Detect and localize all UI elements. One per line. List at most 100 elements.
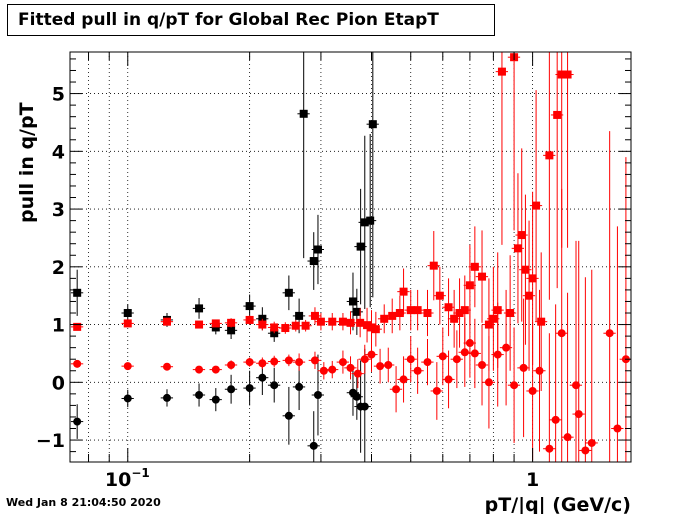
data-point-square (73, 288, 82, 297)
data-point-square (545, 151, 554, 160)
data-point-circle (319, 366, 328, 375)
data-point-square (455, 309, 464, 318)
data-point-circle (346, 363, 355, 372)
data-point-square (368, 120, 377, 129)
data-point-square (528, 274, 537, 283)
data-point-circle (270, 357, 279, 366)
data-point-circle (460, 348, 469, 357)
data-point-square (270, 323, 279, 332)
data-point-square (338, 317, 347, 326)
data-point-circle (493, 350, 502, 359)
data-point-square (371, 325, 380, 334)
data-point-circle (338, 358, 347, 367)
data-point-circle (563, 433, 572, 442)
data-point-circle (123, 362, 132, 371)
data-point-circle (478, 360, 487, 369)
data-point-circle (484, 378, 493, 387)
data-point-circle (328, 365, 337, 374)
data-point-square (211, 323, 220, 332)
data-point-square (316, 317, 325, 326)
y-axis-label: pull in q/pT (16, 102, 38, 223)
data-point-square (309, 257, 318, 266)
data-point-circle (423, 358, 432, 367)
data-point-square (435, 291, 444, 300)
data-point-square (299, 109, 308, 118)
data-point-square (366, 216, 375, 225)
x-tick-label: 10−1 (105, 466, 150, 491)
timestamp-footer: Wed Jan 8 21:04:50 2020 (6, 496, 161, 509)
data-point-square (506, 309, 515, 318)
data-point-circle (465, 339, 474, 348)
data-point-circle (313, 391, 322, 400)
data-point-square (388, 311, 397, 320)
data-point-square (399, 287, 408, 296)
data-point-circle (360, 355, 369, 364)
data-point-square (346, 318, 355, 327)
data-point-circle (245, 384, 254, 393)
data-point-square (227, 326, 236, 335)
data-point-circle (510, 381, 519, 390)
y-tick-label: 2 (52, 257, 65, 279)
data-point-circle (162, 362, 171, 371)
data-point-circle (528, 386, 537, 395)
data-point-circle (295, 382, 304, 391)
data-point-circle (162, 393, 171, 402)
data-point-circle (258, 359, 267, 368)
data-point-circle (227, 385, 236, 394)
data-point-circle (195, 391, 204, 400)
data-point-square (356, 318, 365, 327)
data-point-square (363, 321, 372, 330)
data-point-square (227, 318, 236, 327)
data-point-square (123, 309, 132, 318)
y-tick-label: −1 (36, 430, 65, 452)
data-point-circle (376, 362, 385, 371)
x-axis-label: pT/|q| (GeV/c) (485, 494, 631, 514)
data-point-square (423, 309, 432, 318)
data-point-square (281, 324, 290, 333)
data-point-circle (295, 358, 304, 367)
data-point-square (525, 291, 534, 300)
data-point-square (460, 306, 469, 315)
data-point-circle (211, 395, 220, 404)
data-point-circle (352, 392, 361, 401)
y-tick-label: 5 (52, 84, 65, 106)
data-point-circle (444, 375, 453, 384)
grid (70, 52, 631, 462)
x-tick-label: 1 (526, 469, 539, 491)
data-point-square (395, 309, 404, 318)
data-point-square (245, 302, 254, 311)
data-point-circle (581, 446, 590, 455)
data-point-circle (284, 411, 293, 420)
data-point-circle (452, 355, 461, 364)
data-point-square (356, 242, 365, 251)
data-point-circle (438, 352, 447, 361)
data-point-square (123, 319, 132, 328)
y-tick-label: 0 (52, 372, 65, 394)
data-point-circle (551, 415, 560, 424)
data-point-square (470, 262, 479, 271)
y-tick-label: 1 (52, 315, 65, 337)
data-point-square (489, 314, 498, 323)
data-point-circle (502, 343, 511, 352)
data-point-circle (470, 349, 479, 358)
data-point-square (258, 320, 267, 329)
data-point-square (367, 323, 376, 332)
data-point-circle (284, 356, 293, 365)
data-point-circle (227, 360, 236, 369)
chart-title-box: Fitted pull in q/pT for Global Rec Pion … (7, 4, 495, 36)
y-tick-label: 4 (52, 141, 65, 163)
data-point-square (195, 320, 204, 329)
data-point-circle (572, 381, 581, 390)
data-point-circle (353, 369, 362, 378)
data-point-circle (587, 438, 596, 447)
data-point-circle (360, 402, 369, 411)
data-point-circle (367, 350, 376, 359)
data-point-circle (195, 365, 204, 374)
data-point-circle (545, 444, 554, 453)
data-point-square (537, 317, 546, 326)
data-point-square (406, 306, 415, 315)
data-point-square (310, 311, 319, 320)
data-point-square (295, 311, 304, 320)
data-point-circle (557, 329, 566, 338)
